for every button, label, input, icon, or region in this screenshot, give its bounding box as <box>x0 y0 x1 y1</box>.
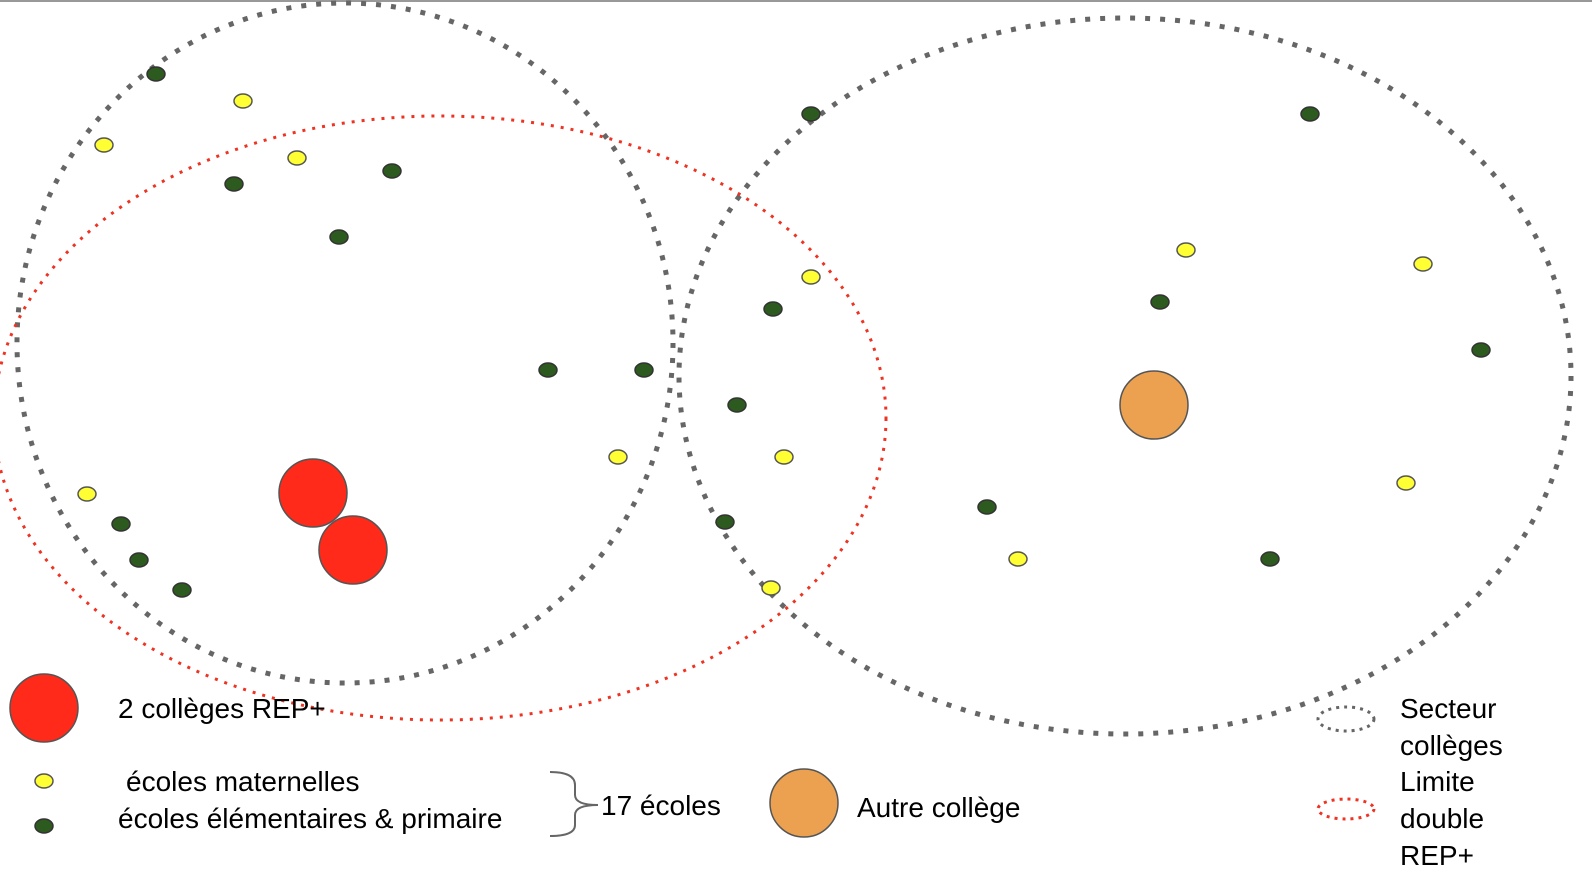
legend-rep-icon <box>9 673 79 743</box>
rep-limit <box>0 114 888 722</box>
legend-label: Autre collège <box>857 792 1021 823</box>
legend-label: écoles élémentaires & primaire <box>118 803 503 834</box>
ecoles-maternelles <box>77 93 1433 596</box>
legend-label: 17 écoles <box>601 790 721 821</box>
sector-right <box>676 15 1574 737</box>
legend-label: Limite double REP+ <box>1400 766 1485 871</box>
bracket <box>549 771 599 837</box>
legend-label: écoles maternelles <box>126 766 360 797</box>
college-rep <box>318 515 388 585</box>
legend-elementaire-icon <box>34 818 54 834</box>
sector-left <box>14 0 676 686</box>
legend-maternelle-icon <box>34 773 54 789</box>
legend-label: Secteur collèges <box>1400 693 1503 761</box>
legend-autre-icon <box>769 768 839 838</box>
college-rep <box>278 458 348 528</box>
autre-college <box>1119 370 1189 440</box>
legend-secteur-icon <box>1316 705 1376 733</box>
legend-limite-icon <box>1316 797 1376 821</box>
ecoles-elementaires <box>111 66 1491 598</box>
legend-label: 2 collèges REP+ <box>118 693 326 724</box>
